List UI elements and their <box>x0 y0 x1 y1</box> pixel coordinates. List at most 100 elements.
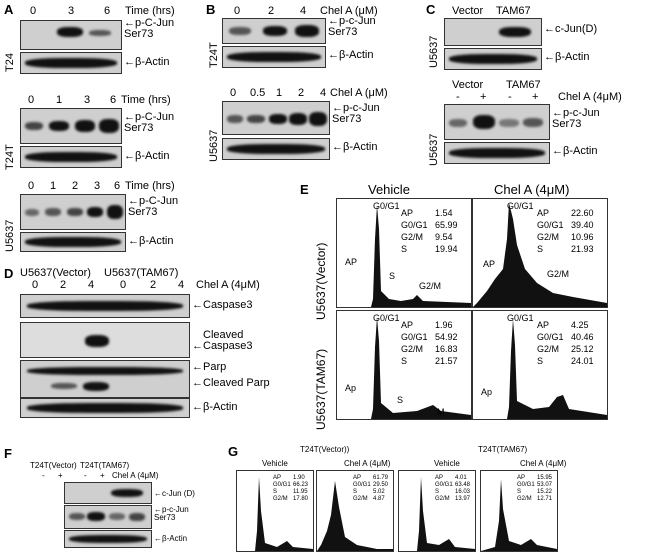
a-u5637-actin-blot <box>20 232 126 252</box>
e-flow-vector-chel: G0/G1 AP G2/M AP G0/G1 G2/M S 22.60 39.40 10.… <box>472 198 608 308</box>
a-t24t-target: ←p-C-Jun Ser73 <box>124 111 175 134</box>
c-pcjun-blot <box>444 104 550 140</box>
c-cell-bottom: U5637 <box>428 133 440 166</box>
e-stats-2-keys: AP G0/G1 G2/M S <box>537 208 564 254</box>
d-actin-blot <box>20 398 190 418</box>
time-0: 0 <box>30 5 37 17</box>
time-3: 3 <box>68 5 75 17</box>
d-caspase3: ←Caspase3 <box>192 299 253 311</box>
g-stats-2: 61.79 29.50 5.02 4.87 <box>373 475 389 502</box>
a-t24-actin: ←β-Actin <box>124 56 170 68</box>
c-actin-2: ←β-Actin <box>552 145 598 157</box>
panel-label-a: A <box>4 2 14 17</box>
d-cleaved-caspase3-blot <box>20 322 190 358</box>
c-tam67: TAM67 <box>496 5 531 17</box>
b-t24t-cell: T24T <box>208 42 220 68</box>
b-u5637-target: ←p-c-Jun Ser73 <box>332 102 380 125</box>
g-vehicle-2: Vehicle <box>434 459 460 468</box>
a-u5637-actin: ←β-Actin <box>128 235 174 247</box>
a-t24-target: ←p-C-Jun Ser73 <box>124 17 175 40</box>
c-vector-2: Vector <box>452 79 484 91</box>
g-group2: T24T(TAM67) <box>478 445 528 454</box>
d-group1: U5637(Vector) <box>20 267 91 279</box>
b-t24t-actin: ←β-Actin <box>328 49 374 61</box>
g-stats-4: 15.95 53.07 15.22 12.71 <box>537 475 553 502</box>
a-t24-pcjun-blot <box>20 20 122 50</box>
e-stats-1: 1.54 65.99 9.54 19.94 <box>435 208 458 254</box>
d-caspase3-blot <box>20 294 190 318</box>
f-actin-blot <box>64 530 152 548</box>
g-stats-2-keys: AP G0/G1 S G2/M <box>353 475 371 502</box>
b-t24t-pcjun-blot <box>222 18 326 44</box>
a-t24t-actin-blot <box>20 146 122 168</box>
g-stats-1-keys: AP G0/G1 S G2/M <box>273 475 291 502</box>
panel-label-d: D <box>4 266 14 281</box>
a-t24-actin-blot <box>20 52 122 74</box>
b-t24t-actin-blot <box>222 46 326 68</box>
d-cleaved-parp: ←Cleaved Parp <box>192 377 270 389</box>
panel-label-g: G <box>228 444 239 459</box>
panel-label-b: B <box>206 2 216 17</box>
e-stats-1-keys: AP G0/G1 G2/M S <box>401 208 428 254</box>
f-cjun-blot <box>64 482 152 504</box>
a-t24t-actin: ←β-Actin <box>124 150 170 162</box>
f-pcjun-blot <box>64 505 152 529</box>
c-tam67-2: TAM67 <box>506 79 541 91</box>
c-target: ←p-c-Jun Ser73 <box>552 107 600 130</box>
e-stats-4: 4.25 40.46 25.12 24.01 <box>571 320 594 366</box>
g-chel-2: Chel A (4μM) <box>520 459 567 468</box>
b-u5637-actin: ←β-Actin <box>332 141 378 153</box>
e-chel: Chel A (4μM) <box>494 182 570 197</box>
e-vehicle: Vehicle <box>368 182 410 197</box>
b-t24t-target: ←p-c-Jun Ser73 <box>328 15 376 38</box>
d-cleaved-caspase3: ←Cleaved←Caspase3 <box>192 329 253 352</box>
f-target: ←p-c-Jun Ser73 <box>154 505 189 522</box>
a-t24t-cell: T24T <box>4 144 16 170</box>
f-actin: ←β-Actin <box>154 534 188 543</box>
b-u5637-pcjun-blot <box>222 101 330 135</box>
g-flow-vector-chel: AP G0/G1 S G2/M 61.79 29.50 5.02 4.87 <box>316 470 394 552</box>
d-actin: ←β-Actin <box>192 401 238 413</box>
g-flow-tam67-chel: AP G0/G1 S G2/M 15.95 53.07 15.22 12.71 <box>480 470 558 552</box>
d-parp: ←Parp <box>192 361 227 373</box>
c-actin: ←β-Actin <box>544 51 590 63</box>
g-flow-vector-vehicle: AP G0/G1 S G2/M 1.90 66.23 11.95 17.80 <box>236 470 314 552</box>
g-stats-3: 4.01 63.48 16.03 13.97 <box>455 475 471 502</box>
d-parp-blot <box>20 360 190 398</box>
g-stats-3-keys: AP G0/G1 S G2/M <box>435 475 453 502</box>
c-vector: Vector <box>452 5 484 17</box>
panel-label-c: C <box>426 2 436 17</box>
e-flow-tam67-chel: G0/G1 Ap AP G0/G1 G2/M S 4.25 40.46 25.12 24.0… <box>472 310 608 420</box>
a-u5637-cell: U5637 <box>4 219 16 252</box>
g-stats-4-keys: AP G0/G1 S G2/M <box>517 475 535 502</box>
a-u5637-pcjun-blot <box>20 194 126 230</box>
panel-label-e: E <box>300 182 309 197</box>
g-flow-tam67-vehicle: AP G0/G1 S G2/M 4.01 63.48 16.03 13.97 <box>398 470 476 552</box>
time-label: Time (hrs) <box>125 5 175 17</box>
c-actin-blot <box>444 48 542 70</box>
e-stats-3: 1.96 54.92 16.83 21.57 <box>435 320 458 366</box>
a-u5637-target: ←p-C-Jun Ser73 <box>128 195 179 218</box>
e-flow-vector-vehicle: G0/G1 AP S G2/M AP G0/G1 G2/M S 1.54 65.99 9.… <box>336 198 472 308</box>
c-cjun-blot <box>444 18 542 46</box>
f-group1: T24T(Vector) <box>30 461 77 470</box>
d-group2: U5637(TAM67) <box>104 267 179 279</box>
g-group1: T24T(Vector)) <box>300 445 350 454</box>
a-t24-cell: T24 <box>4 53 16 72</box>
e-stats-4-keys: AP G0/G1 G2/M S <box>537 320 564 366</box>
b-u5637-actin-blot <box>222 138 330 160</box>
e-stats-3-keys: AP G0/G1 G2/M S <box>401 320 428 366</box>
e-row2: U5637(TAM67) <box>314 348 328 430</box>
g-chel-1: Chel A (4μM) <box>344 459 391 468</box>
g-vehicle-1: Vehicle <box>262 459 288 468</box>
f-group2: T24T(TAM67) <box>80 461 130 470</box>
b-u5637-cell: U5637 <box>208 129 220 162</box>
c-cjun: ←c-Jun(D) <box>544 23 598 35</box>
a-t24t-pcjun-blot <box>20 108 122 144</box>
c-actin-blot-2 <box>444 142 550 164</box>
e-stats-2: 22.60 39.40 10.96 21.93 <box>571 208 594 254</box>
f-cjun: ←c-Jun (D) <box>154 489 195 498</box>
c-cell-top: U5637 <box>428 35 440 68</box>
e-flow-tam67-vehicle: G0/G1 Ap S M AP G0/G1 G2/M S 1.96 54.92 16.83… <box>336 310 472 420</box>
time-6: 6 <box>104 5 111 17</box>
